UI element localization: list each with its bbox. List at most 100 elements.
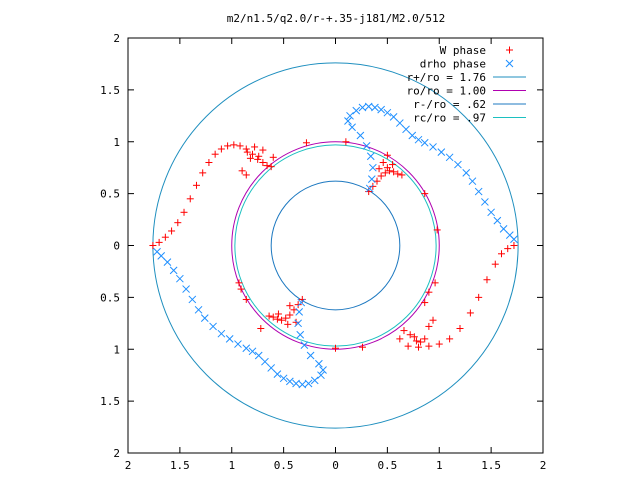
legend-label: r+/ro = 1.76 bbox=[407, 71, 486, 84]
point-w-phase bbox=[255, 152, 263, 160]
point-w-phase bbox=[417, 338, 425, 346]
point-drho-phase bbox=[225, 335, 234, 343]
point-w-phase bbox=[483, 276, 491, 284]
point-w-phase bbox=[224, 142, 232, 150]
point-w-phase bbox=[369, 182, 377, 190]
point-w-phase bbox=[259, 159, 267, 166]
point-w-phase bbox=[192, 181, 200, 189]
point-w-phase bbox=[254, 155, 262, 163]
point-w-phase bbox=[235, 279, 243, 287]
point-drho-phase bbox=[169, 266, 178, 275]
point-drho-phase bbox=[499, 225, 508, 233]
point-drho-phase bbox=[414, 135, 423, 144]
point-drho-phase bbox=[157, 252, 166, 260]
point-w-phase bbox=[242, 295, 250, 303]
point-w-phase bbox=[294, 301, 302, 309]
point-w-phase bbox=[504, 245, 512, 253]
point-drho-phase bbox=[445, 153, 454, 162]
point-w-phase bbox=[238, 167, 246, 175]
point-w-phase bbox=[168, 227, 176, 235]
point-w-phase bbox=[267, 163, 275, 171]
legend-label: W phase bbox=[440, 44, 486, 57]
point-drho-phase bbox=[285, 377, 294, 386]
point-w-phase bbox=[425, 322, 433, 330]
legend-label: drho phase bbox=[420, 58, 486, 71]
y-tick-label: 0.5 bbox=[100, 188, 120, 201]
point-w-phase bbox=[292, 318, 300, 326]
point-w-phase bbox=[435, 340, 443, 348]
point-w-phase bbox=[389, 161, 397, 169]
point-drho-phase bbox=[420, 138, 429, 147]
point-w-phase bbox=[174, 219, 182, 227]
point-drho-phase bbox=[248, 347, 257, 356]
point-drho-phase bbox=[200, 314, 209, 322]
point-drho-phase bbox=[297, 298, 306, 307]
point-w-phase bbox=[375, 165, 383, 173]
point-drho-phase bbox=[487, 208, 495, 217]
point-w-phase bbox=[406, 331, 414, 339]
point-w-phase bbox=[412, 337, 420, 345]
point-drho-phase bbox=[493, 216, 502, 225]
point-drho-phase bbox=[317, 371, 325, 380]
point-w-phase bbox=[265, 312, 273, 320]
point-w-phase bbox=[286, 302, 294, 310]
point-w-phase bbox=[421, 190, 429, 198]
point-w-phase bbox=[425, 342, 433, 350]
point-w-phase bbox=[259, 146, 267, 154]
point-drho-phase bbox=[188, 295, 197, 304]
point-w-phase bbox=[332, 344, 339, 352]
y-tick-label: 0.5 bbox=[100, 291, 120, 304]
point-drho-phase bbox=[254, 351, 263, 360]
point-w-phase bbox=[274, 310, 282, 318]
point-w-phase bbox=[149, 242, 157, 249]
point-w-phase bbox=[217, 145, 225, 153]
point-drho-phase bbox=[366, 152, 375, 161]
point-w-phase bbox=[237, 285, 245, 293]
circle-r-0_62 bbox=[270, 180, 401, 311]
point-drho-phase bbox=[348, 123, 356, 132]
point-w-phase bbox=[498, 250, 505, 258]
point-w-phase bbox=[257, 325, 265, 332]
y-tick-label: 0 bbox=[113, 240, 120, 253]
point-drho-phase bbox=[468, 177, 477, 186]
point-drho-phase bbox=[437, 148, 446, 156]
point-drho-phase bbox=[261, 357, 269, 366]
point-w-phase bbox=[383, 164, 391, 172]
point-w-phase bbox=[466, 309, 474, 317]
x-tick-label: 1 bbox=[228, 459, 235, 472]
point-w-phase bbox=[180, 208, 188, 216]
legend-label: rc/ro = .97 bbox=[413, 112, 486, 125]
point-drho-phase bbox=[182, 285, 190, 293]
point-drho-phase bbox=[209, 322, 217, 331]
point-drho-phase bbox=[176, 274, 184, 283]
x-tick-label: 1.5 bbox=[170, 459, 190, 472]
point-w-phase bbox=[421, 299, 429, 307]
point-w-phase bbox=[377, 172, 385, 180]
point-w-phase bbox=[286, 311, 294, 319]
point-w-phase bbox=[379, 159, 387, 166]
point-w-phase bbox=[249, 150, 256, 158]
point-drho-phase bbox=[273, 370, 282, 379]
point-w-phase bbox=[290, 306, 298, 314]
y-tick-label: 2 bbox=[113, 32, 120, 45]
point-drho-phase bbox=[296, 330, 305, 339]
point-drho-phase bbox=[365, 184, 374, 193]
y-tick-label: 1.5 bbox=[100, 395, 120, 408]
point-w-phase bbox=[404, 342, 412, 350]
point-drho-phase bbox=[408, 131, 417, 140]
legend-marker-sample bbox=[505, 59, 514, 68]
point-drho-phase bbox=[304, 379, 313, 388]
point-drho-phase bbox=[242, 344, 251, 353]
point-w-phase bbox=[381, 169, 389, 177]
point-drho-phase bbox=[306, 351, 315, 360]
point-w-phase bbox=[396, 335, 404, 343]
point-w-phase bbox=[284, 320, 292, 328]
point-w-phase bbox=[431, 279, 439, 287]
point-w-phase bbox=[186, 195, 194, 203]
point-drho-phase bbox=[368, 163, 377, 172]
legend-label: r-/ro = .62 bbox=[413, 98, 486, 111]
point-drho-phase bbox=[364, 102, 373, 111]
point-w-phase bbox=[242, 171, 250, 179]
point-drho-phase bbox=[310, 376, 319, 385]
